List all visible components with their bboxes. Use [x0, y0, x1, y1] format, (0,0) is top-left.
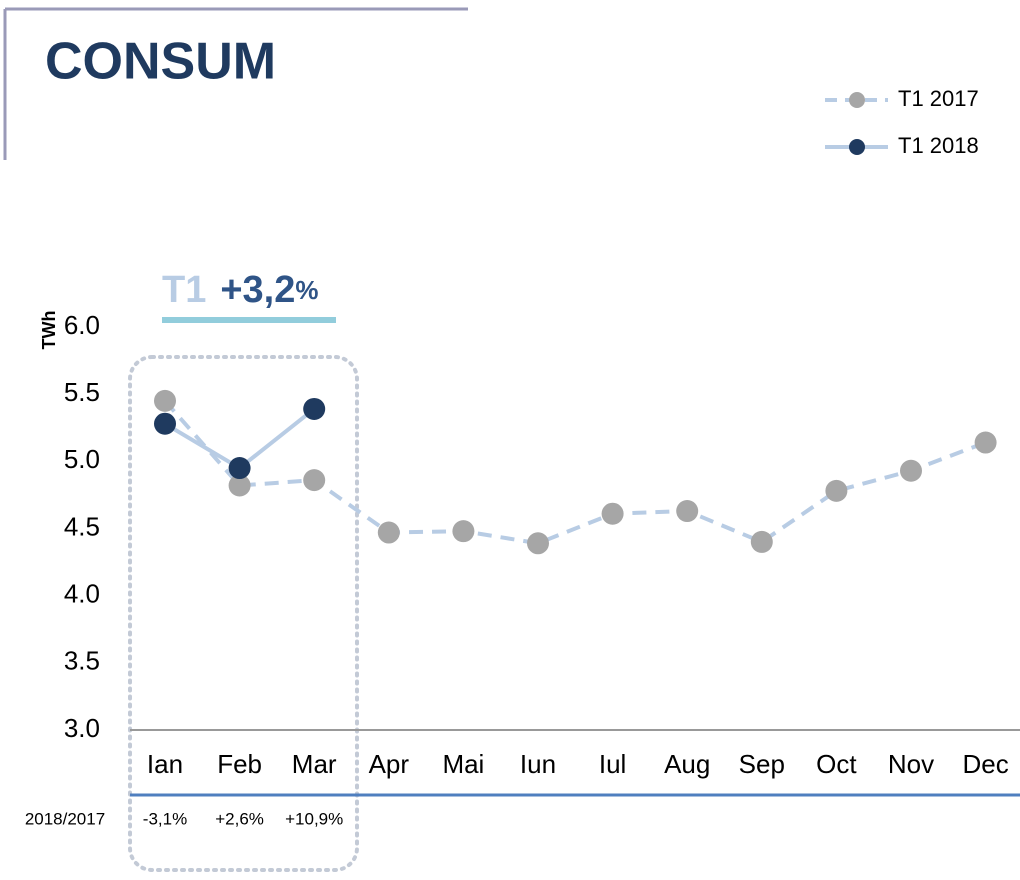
x-tick-label: Oct — [816, 749, 857, 779]
data-point — [601, 502, 624, 525]
y-tick-label: 6.0 — [64, 310, 100, 340]
x-tick-label: Feb — [217, 749, 262, 779]
legend-label: T1 2018 — [898, 133, 979, 158]
legend-label: T1 2017 — [898, 86, 979, 111]
data-point — [303, 469, 326, 492]
data-point — [750, 530, 773, 553]
highlight-box — [128, 355, 359, 872]
data-point — [825, 479, 848, 502]
data-point — [452, 520, 475, 543]
y-tick-label: 5.5 — [64, 377, 100, 407]
series-line — [163, 399, 987, 546]
growth-label: 2018/2017 — [25, 809, 105, 828]
x-tick-label: Aug — [664, 749, 710, 779]
data-point — [974, 431, 997, 454]
legend-marker — [849, 139, 865, 155]
data-point — [676, 500, 699, 523]
data-point — [154, 389, 176, 412]
data-point — [228, 457, 251, 480]
y-tick-label: 3.5 — [64, 646, 100, 676]
x-tick-label: Mar — [292, 749, 337, 779]
chart-title: CONSUM — [45, 33, 276, 91]
growth-value: -3,1% — [143, 809, 187, 828]
annotation-change: +3,2 — [220, 269, 295, 311]
data-point — [154, 412, 176, 435]
data-point — [527, 532, 549, 555]
y-tick-label: 5.0 — [64, 444, 100, 474]
growth-value: +2,6% — [215, 809, 264, 828]
data-point — [377, 521, 400, 544]
x-tick-label: Sep — [739, 749, 785, 779]
growth-value: +10,9% — [285, 809, 343, 828]
y-tick-label: 4.0 — [64, 579, 100, 609]
x-tick-label: Nov — [888, 749, 934, 779]
y-axis-label: TWh — [39, 311, 59, 350]
data-point — [900, 459, 922, 482]
x-tick-label: Iun — [520, 749, 556, 779]
annotation-period: T1 — [162, 269, 206, 311]
data-point — [303, 397, 326, 420]
annotation: T1 +3,2% — [162, 269, 319, 311]
y-tick-label: 4.5 — [64, 511, 100, 541]
x-tick-label: Dec — [962, 749, 1008, 779]
x-tick-label: Ian — [147, 749, 183, 779]
legend-marker — [849, 92, 865, 108]
x-tick-label: Apr — [369, 749, 410, 779]
x-tick-label: Mai — [442, 749, 484, 779]
annotation-unit: % — [295, 275, 318, 305]
x-tick-label: Iul — [599, 749, 626, 779]
data-point — [228, 474, 251, 497]
y-tick-label: 3.0 — [64, 713, 100, 743]
